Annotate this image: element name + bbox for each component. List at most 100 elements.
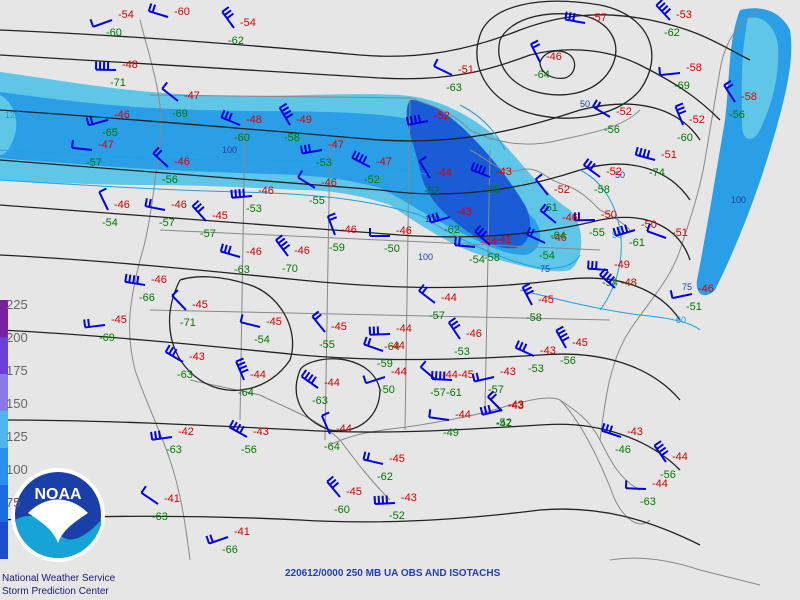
wind-barb-flag <box>227 112 233 121</box>
station-temperature: -44 <box>672 451 688 463</box>
station-temperature: -58 <box>741 91 757 103</box>
isotach-band-100 <box>0 92 541 255</box>
station-plot: -41 -63 <box>140 485 180 523</box>
station-dewpoint: -66 <box>222 544 238 556</box>
legend-swatch <box>0 522 8 559</box>
wind-barb-flag <box>226 12 235 20</box>
wind-barb-staff <box>433 65 453 76</box>
wind-barb-flag <box>89 116 94 125</box>
wind-barb-flag <box>71 139 74 149</box>
station-plot: -53 -62 <box>655 0 692 39</box>
wind-barb-staff <box>534 178 549 196</box>
height-contour <box>476 0 653 119</box>
station-plot: -44-64 <box>368 323 412 353</box>
station-dewpoint: -61 <box>629 237 645 249</box>
wind-barb-flag <box>299 145 304 154</box>
wind-barb-flag <box>314 313 322 321</box>
wind-barb-flag <box>646 223 651 232</box>
station-plot: -45 -57 <box>191 200 228 240</box>
wind-barb-flag <box>307 373 314 382</box>
wind-barb-flag <box>409 116 414 125</box>
wind-barb-staff <box>418 160 431 179</box>
wind-barb-flag <box>431 213 436 222</box>
station-plot: -47 -53 <box>299 139 344 169</box>
station-temperature: -46 <box>246 246 262 258</box>
station-plot: -51 <box>646 223 688 239</box>
wind-barb-flag <box>280 240 288 248</box>
station-dewpoint: -60 <box>234 132 250 144</box>
station-temperature: -45 <box>331 321 347 333</box>
wind-barb-flag <box>480 230 488 238</box>
station-plot: -50 -55 <box>573 209 617 239</box>
wind-barb-flag <box>221 6 230 13</box>
station-temperature: -43 <box>627 426 643 438</box>
isotach-label: 50 <box>676 315 686 325</box>
station-temperature: -45 <box>111 314 127 326</box>
station-plot: -45 -58 <box>521 282 554 324</box>
wind-barb-staff <box>565 18 586 24</box>
station-plot: -46 -54 <box>525 226 567 262</box>
station-plot: -51 -74 <box>634 146 677 179</box>
station-dewpoint: -52 <box>364 174 380 186</box>
station-plot: -43 -52 <box>479 399 524 429</box>
station-plot: -58 -69 <box>658 62 702 92</box>
station-dewpoint: -49 <box>443 427 459 439</box>
logo-text: NOAA <box>34 486 82 503</box>
station-plot: -44 -63 <box>625 478 668 508</box>
wind-barb-flag <box>328 216 338 221</box>
wind-barb-flag <box>238 364 248 370</box>
station-plot: -52 <box>405 110 450 126</box>
legend-swatch <box>0 374 8 411</box>
station-plot: -46 -50 <box>369 225 412 255</box>
station-dewpoint: -62 <box>228 35 244 47</box>
wind-barb-staff <box>601 429 622 438</box>
station-plot: -44 -50 <box>362 366 407 396</box>
wind-barb-flag <box>557 329 566 335</box>
station-temperature: -46 <box>114 199 130 211</box>
wind-barb-flag <box>658 67 662 76</box>
station-dewpoint: -51 <box>686 301 702 313</box>
wind-barb-flag <box>98 187 107 193</box>
wind-barb-flag <box>525 226 532 235</box>
wind-barb-flag <box>421 286 428 294</box>
station-dewpoint: -59 <box>329 242 345 254</box>
station-dewpoint: -63 <box>640 496 656 508</box>
station-dewpoint: -69 <box>674 80 690 92</box>
station-dewpoint: -64 <box>238 387 254 399</box>
state-line-5 <box>159 229 601 251</box>
station-temperature: -44 <box>396 323 412 335</box>
height-contour <box>295 358 381 432</box>
wind-barb-flag <box>661 5 669 12</box>
wind-barb-flag <box>616 226 621 235</box>
station-temperature: -46 <box>396 225 412 237</box>
wind-barb-flag <box>171 348 178 357</box>
wind-barb-flag <box>638 147 643 157</box>
wind-barb-staff <box>88 119 109 127</box>
station-temperature: -47 <box>184 90 200 102</box>
station-plot: -43 -53 <box>514 340 556 375</box>
height-contour <box>0 329 681 401</box>
wind-barb-flag <box>532 43 541 49</box>
wind-barb-staff <box>430 216 451 224</box>
station-plot: -43 -63 <box>164 344 205 381</box>
wind-barb-flag <box>239 314 244 323</box>
height-contour <box>0 204 691 261</box>
station-dewpoint: -57 <box>86 157 102 169</box>
wind-barb-staff <box>363 343 384 352</box>
station-temperature: -52 <box>434 110 450 122</box>
wind-barb-staff <box>615 229 636 237</box>
wind-barb-staff <box>231 195 253 199</box>
wind-barb-flag <box>151 4 156 13</box>
isotach-labels: 125100100100100757550505050 <box>5 99 746 325</box>
wind-barb-flag <box>310 376 317 384</box>
height-contour <box>0 14 751 61</box>
wind-barb-staff <box>674 106 684 126</box>
station-plot: -57 <box>564 11 607 24</box>
credit-line-2: Storm Prediction Center <box>2 586 109 597</box>
wind-barb-flag <box>658 2 666 10</box>
wind-barb-flag <box>362 451 367 460</box>
wind-barb-flag <box>634 146 639 156</box>
isotach-label: 100 <box>425 214 440 224</box>
wind-barb-staff <box>672 293 693 300</box>
station-temperature: -57 <box>591 12 607 24</box>
